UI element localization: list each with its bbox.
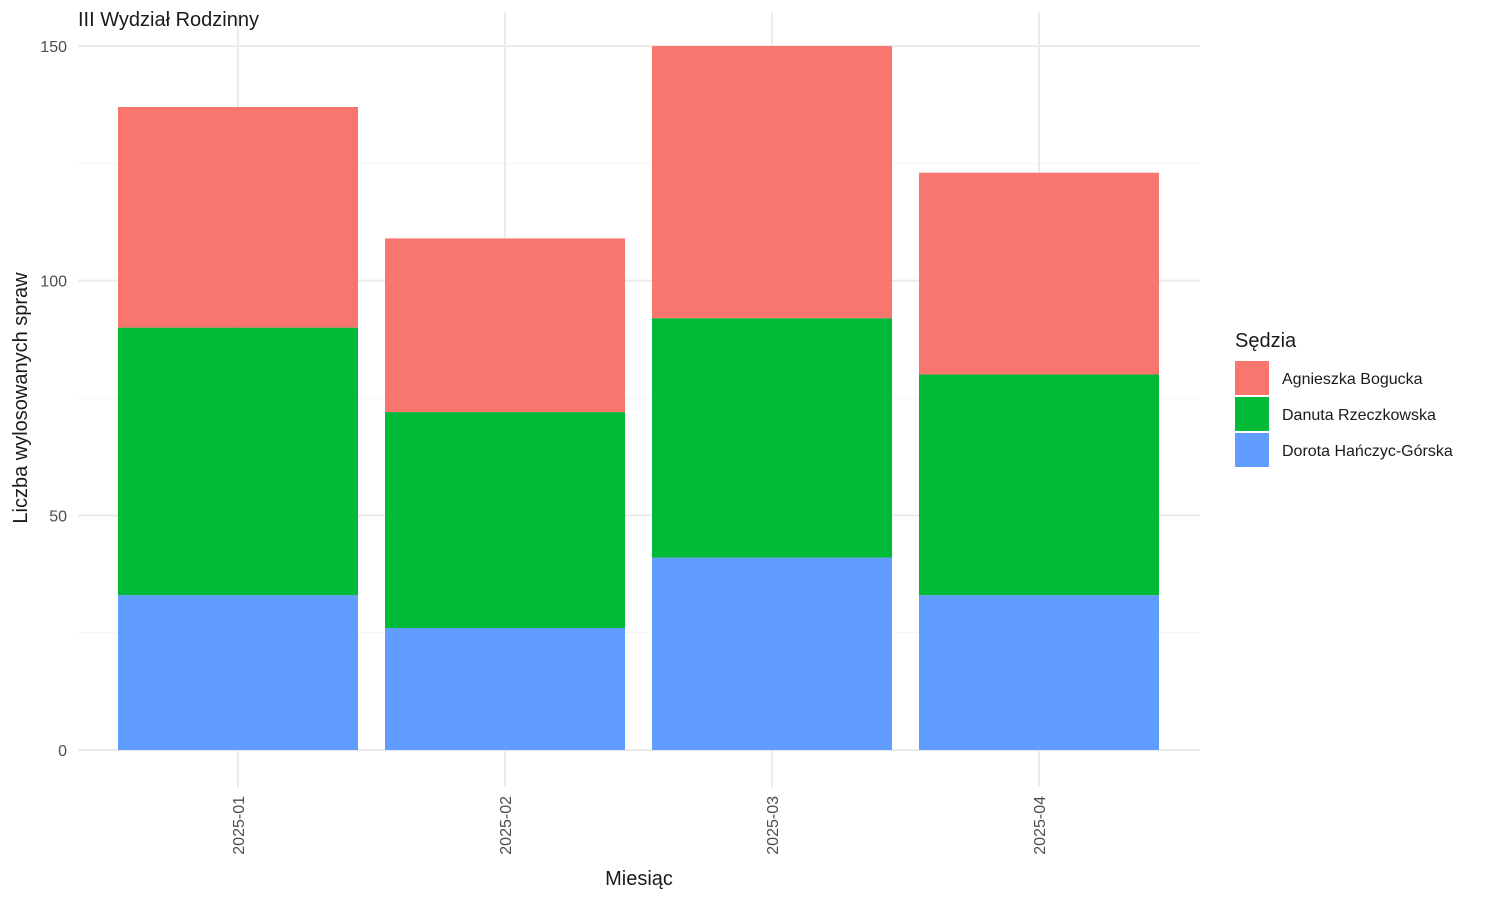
bar-segment — [118, 327, 358, 596]
y-tick-label: 50 — [49, 508, 67, 525]
bar-segment — [652, 318, 892, 558]
legend-key — [1235, 397, 1269, 431]
legend-title: Sędzia — [1235, 330, 1297, 352]
y-axis-title: Liczba wylosowanych spraw — [10, 272, 32, 524]
y-tick-label: 150 — [40, 39, 67, 56]
chart-title: III Wydział Rodzinny — [78, 9, 259, 31]
x-tick-label: 2025-04 — [1032, 796, 1049, 855]
x-tick-label: 2025-01 — [231, 796, 248, 855]
legend-key — [1235, 361, 1269, 395]
legend-key — [1235, 433, 1269, 467]
legend-label: Dorota Hańczyc-Górska — [1282, 443, 1453, 460]
x-axis-title: Miesiąc — [605, 868, 673, 890]
bar-segment — [652, 557, 892, 750]
y-tick-label: 100 — [40, 274, 67, 291]
bar-segment — [385, 238, 625, 413]
bar-segment — [118, 595, 358, 750]
bar-segment — [385, 412, 625, 628]
legend: Sędzia Agnieszka Bogucka Danuta Rzeczkows… — [1235, 330, 1453, 467]
bar-segment — [919, 595, 1159, 750]
bar-segment — [652, 46, 892, 319]
axis-layer: 0 50 100 150 2025-01 2025-02 2025-03 2025-04 — [40, 39, 1049, 855]
x-tick-label: 2025-02 — [498, 796, 515, 855]
y-tick-label: 0 — [58, 743, 67, 760]
x-tick-label: 2025-03 — [765, 796, 782, 855]
bar-segment — [919, 172, 1159, 375]
legend-label: Agnieszka Bogucka — [1282, 371, 1423, 388]
bar-segment — [919, 374, 1159, 596]
bar-layer — [118, 46, 1159, 750]
legend-label: Danuta Rzeczkowska — [1282, 407, 1436, 424]
bar-segment — [118, 107, 358, 328]
bar-segment — [385, 627, 625, 750]
